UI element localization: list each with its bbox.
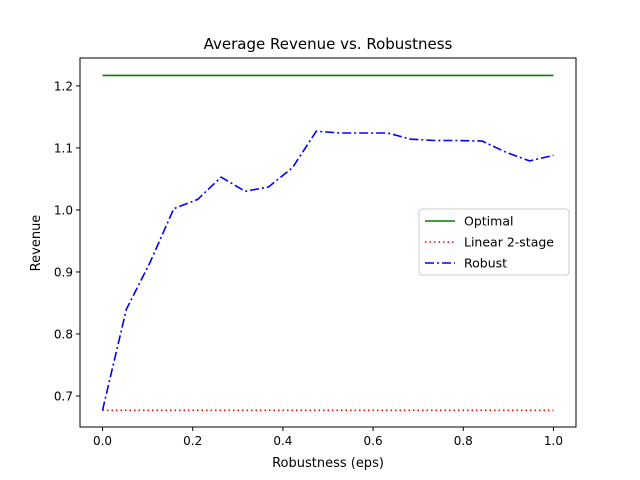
x-tick-label: 0.2 bbox=[183, 434, 202, 448]
x-tick-label: 0.8 bbox=[454, 434, 473, 448]
y-tick-label: 1.0 bbox=[54, 203, 73, 217]
y-axis: 0.7 0.8 0.9 1.0 1.1 1.2 bbox=[54, 79, 80, 403]
legend-label: Robust bbox=[464, 256, 507, 271]
legend-label: Optimal bbox=[464, 214, 513, 229]
x-tick-label: 0.6 bbox=[364, 434, 383, 448]
series-layer bbox=[101, 74, 554, 412]
legend-label: Linear 2-stage bbox=[464, 235, 554, 250]
y-tick-label: 1.1 bbox=[54, 141, 73, 155]
legend-box bbox=[418, 208, 570, 276]
y-tick-label: 0.7 bbox=[54, 389, 73, 403]
y-axis-label: Revenue bbox=[29, 215, 44, 272]
chart-title: Average Revenue vs. Robustness bbox=[204, 35, 453, 53]
x-tick-label: 0.4 bbox=[273, 434, 292, 448]
x-axis-label: Robustness (eps) bbox=[272, 456, 384, 471]
y-tick-label: 1.2 bbox=[54, 79, 73, 93]
y-tick-label: 0.9 bbox=[54, 265, 73, 279]
x-tick-label: 0.0 bbox=[93, 434, 112, 448]
legend: Optimal Linear 2-stage Robust bbox=[418, 208, 570, 276]
x-axis: 0.0 0.2 0.4 0.6 0.8 1.0 bbox=[93, 427, 563, 448]
plot-frame bbox=[79, 57, 577, 428]
series-line-robust bbox=[101, 130, 554, 411]
x-tick-label: 1.0 bbox=[544, 434, 563, 448]
y-tick-label: 0.8 bbox=[54, 327, 73, 341]
